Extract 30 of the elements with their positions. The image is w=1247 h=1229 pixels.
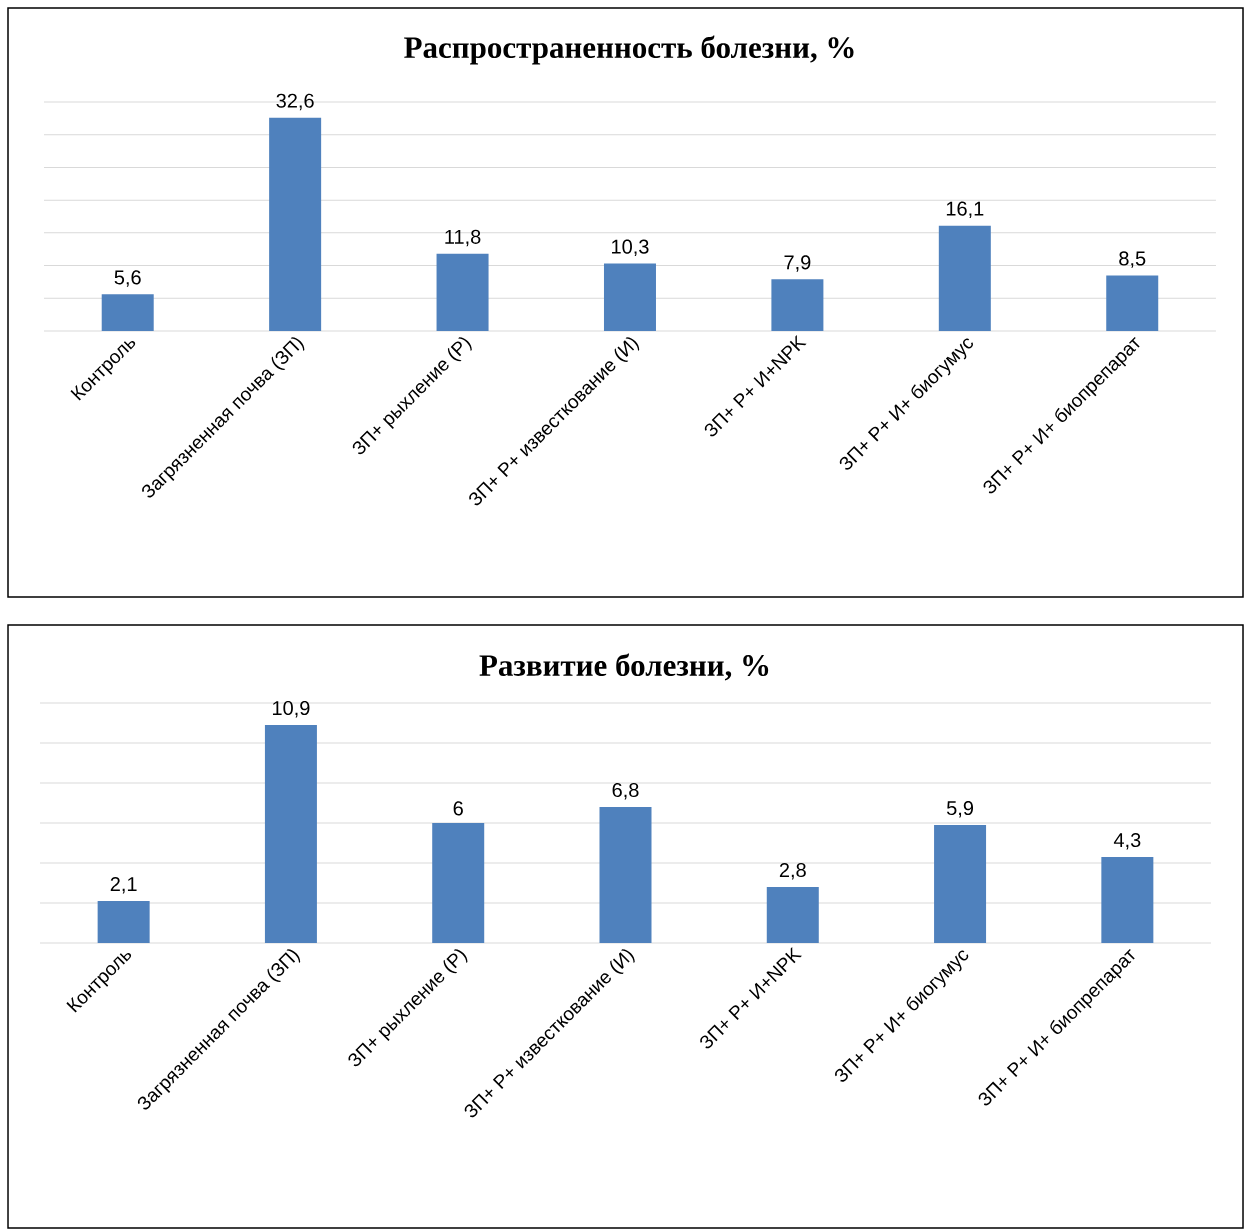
data-label: 5,9 [946, 800, 974, 818]
data-label: 11,8 [445, 229, 481, 247]
bar [1101, 857, 1154, 943]
data-label: 4,3 [1113, 832, 1141, 850]
bar [436, 253, 489, 331]
bar [432, 823, 485, 943]
data-label: 6 [453, 801, 463, 816]
bar [938, 225, 991, 331]
bar [97, 901, 150, 943]
data-label: 5,6 [114, 270, 141, 287]
bar [771, 279, 824, 331]
data-label: 2,8 [779, 862, 806, 880]
chart-title: Развитие болезни, % [479, 653, 769, 681]
data-label: 7,9 [784, 255, 811, 272]
data-label: 8,5 [1119, 251, 1146, 268]
bar [599, 807, 652, 943]
data-label: 32,6 [276, 93, 314, 111]
bar [934, 825, 987, 943]
data-label: 2,1 [110, 876, 137, 894]
bar [101, 294, 154, 331]
bar [1106, 275, 1159, 331]
data-label: 16,1 [946, 201, 984, 219]
bar [264, 725, 317, 943]
bar [603, 263, 656, 331]
data-label: 6,8 [612, 782, 639, 800]
data-label: 10,3 [612, 239, 649, 257]
bar [766, 887, 819, 943]
chart-title: Распространенность болезни, % [404, 35, 854, 65]
data-label: 10,9 [272, 700, 310, 718]
bar [269, 117, 322, 331]
